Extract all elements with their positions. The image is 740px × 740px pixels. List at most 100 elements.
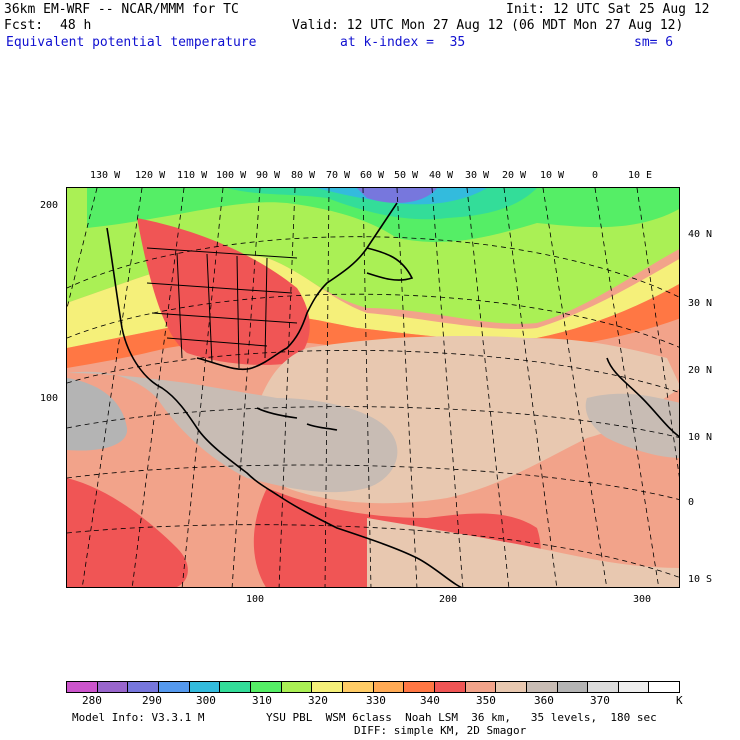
init-time: Init: 12 UTC Sat 25 Aug 12 xyxy=(506,2,710,17)
lon-label-60w: 60 W xyxy=(360,170,385,181)
lon-label-40w: 40 W xyxy=(429,170,454,181)
lon-label-10w: 10 W xyxy=(540,170,565,181)
model-title: 36km EM-WRF -- NCAR/MMM for TC xyxy=(4,2,239,17)
zone-290 xyxy=(357,188,437,203)
lat-label-10n: 10 N xyxy=(688,432,713,443)
colorbar-swatch-18 xyxy=(618,682,650,692)
colorbar-label-350: 350 xyxy=(476,694,496,707)
border-canada-us xyxy=(146,247,298,259)
lon-label-110w: 110 W xyxy=(177,170,208,181)
colorbar-label-300: 300 xyxy=(196,694,216,707)
physics-info: YSU PBL WSM 6class Noah LSM 36 km, 35 le… xyxy=(266,711,657,724)
zone-310 xyxy=(87,188,679,242)
coast-south-america-north xyxy=(278,495,463,587)
grid-x-label-200: 200 xyxy=(439,594,458,605)
colorbar-swatch-12 xyxy=(434,682,466,692)
meridian-80w xyxy=(278,188,296,587)
meridian-10w xyxy=(542,188,608,587)
colorbar-swatch-10 xyxy=(373,682,405,692)
lon-label-100w: 100 W xyxy=(216,170,247,181)
meridian-30w xyxy=(466,188,510,587)
grid-x-label-300: 300 xyxy=(633,594,652,605)
lon-label-20w: 20 W xyxy=(502,170,527,181)
grid-x-label-100: 100 xyxy=(246,594,265,605)
lat-label-10s: 10 S xyxy=(688,574,713,585)
parallel-40n xyxy=(67,236,679,298)
colorbar-swatch-2 xyxy=(128,682,159,692)
colorbar-swatch-0 xyxy=(67,682,98,692)
colorbar-swatch-19 xyxy=(649,682,680,692)
parallel-30n xyxy=(67,293,679,348)
colorbar-swatch-9 xyxy=(342,682,374,692)
forecast-hours: 48 h xyxy=(60,18,92,33)
state-borders xyxy=(146,247,298,369)
lon-label-130w: 130 W xyxy=(90,170,121,181)
colorbar-label-310: 310 xyxy=(252,694,272,707)
colorbar-label-290: 290 xyxy=(142,694,162,707)
diffusion-info: DIFF: simple KM, 2D Smagor xyxy=(354,724,527,737)
colorbar-swatch-1 xyxy=(97,682,129,692)
lon-label-10e: 10 E xyxy=(628,170,653,181)
valid-time: Valid: 12 UTC Mon 27 Aug 12 (06 MDT Mon … xyxy=(292,18,684,33)
zone-340-pacific xyxy=(67,478,188,587)
meridian-40w xyxy=(431,188,464,587)
meridian-130w xyxy=(67,188,98,309)
lat-label-20n: 20 N xyxy=(688,365,713,376)
colorbar-swatch-4 xyxy=(189,682,221,692)
colorbar-label-320: 320 xyxy=(308,694,328,707)
colorbar-unit: K xyxy=(676,694,683,707)
colorbar-label-360: 360 xyxy=(534,694,554,707)
state-line-1 xyxy=(146,282,293,294)
colorbar-label-280: 280 xyxy=(82,694,102,707)
colorbar-swatch-3 xyxy=(158,682,190,692)
state-line-3 xyxy=(166,337,268,347)
map-canvas xyxy=(67,188,679,587)
coastlines xyxy=(106,202,679,587)
colorbar xyxy=(66,681,680,693)
colorbar-label-340: 340 xyxy=(420,694,440,707)
meridian-50w xyxy=(396,188,418,587)
meridian-110w xyxy=(131,188,185,587)
zone-360-east xyxy=(585,393,679,458)
colorbar-label-370: 370 xyxy=(590,694,610,707)
parallel-10n xyxy=(67,406,679,438)
lon-label-0: 0 xyxy=(592,170,599,181)
coast-hispaniola xyxy=(306,423,338,431)
colorbar-swatch-15 xyxy=(526,682,558,692)
coast-africa-west xyxy=(606,357,679,438)
meridian-60w xyxy=(362,188,372,587)
lon-label-80w: 80 W xyxy=(291,170,316,181)
state-line-5 xyxy=(206,253,213,364)
colorbar-swatch-8 xyxy=(312,682,343,692)
meridian-120w xyxy=(81,188,143,587)
meridian-10e xyxy=(636,188,679,478)
field-name: Equivalent potential temperature xyxy=(6,35,257,50)
lat-label-40n: 40 N xyxy=(688,229,713,240)
grid-y-label-200: 200 xyxy=(40,200,59,211)
level-index: at k-index = 35 xyxy=(340,35,466,50)
colorbar-swatch-14 xyxy=(496,682,527,692)
grid-y-label-100: 100 xyxy=(40,393,59,404)
state-line-7 xyxy=(264,257,268,359)
zone-360 xyxy=(67,371,398,493)
state-line-6 xyxy=(236,255,240,369)
lon-label-70w: 70 W xyxy=(326,170,351,181)
meridian-20w xyxy=(503,188,558,587)
model-info: Model Info: V3.3.1 M xyxy=(72,711,205,724)
lon-label-50w: 50 W xyxy=(394,170,419,181)
smoothing-value: sm= 6 xyxy=(634,35,674,50)
theta-e-map xyxy=(66,187,680,588)
forecast-label: Fcst: xyxy=(4,18,44,33)
lat-label-30n: 30 N xyxy=(688,298,713,309)
colorbar-swatch-7 xyxy=(281,682,313,692)
zone-350-south xyxy=(367,518,679,587)
lon-label-90w: 90 W xyxy=(256,170,281,181)
colorbar-swatch-11 xyxy=(404,682,435,692)
coast-pacific-americas xyxy=(106,227,280,497)
lon-label-30w: 30 W xyxy=(465,170,490,181)
colorbar-swatch-16 xyxy=(557,682,589,692)
state-line-4 xyxy=(176,252,183,359)
colorbar-label-330: 330 xyxy=(366,694,386,707)
colorbar-swatch-17 xyxy=(588,682,619,692)
colorbar-swatch-6 xyxy=(250,682,282,692)
